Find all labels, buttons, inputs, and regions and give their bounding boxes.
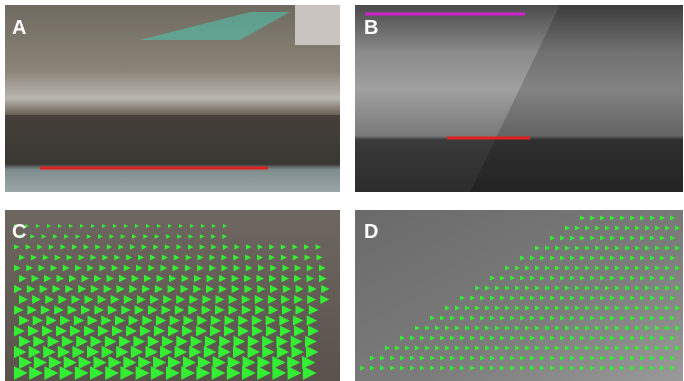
panel-a: A (5, 5, 340, 192)
panel-label: C (12, 221, 26, 243)
panel-label: D (364, 221, 378, 243)
panel-c (5, 210, 340, 381)
panel-d (355, 210, 683, 381)
panel-b: B (355, 5, 683, 192)
figure: A B C D (0, 0, 684, 381)
panel-label: B (364, 17, 378, 39)
stones (5, 115, 340, 165)
wall (295, 5, 340, 45)
photo (355, 210, 683, 381)
panel-label: A (12, 17, 26, 39)
